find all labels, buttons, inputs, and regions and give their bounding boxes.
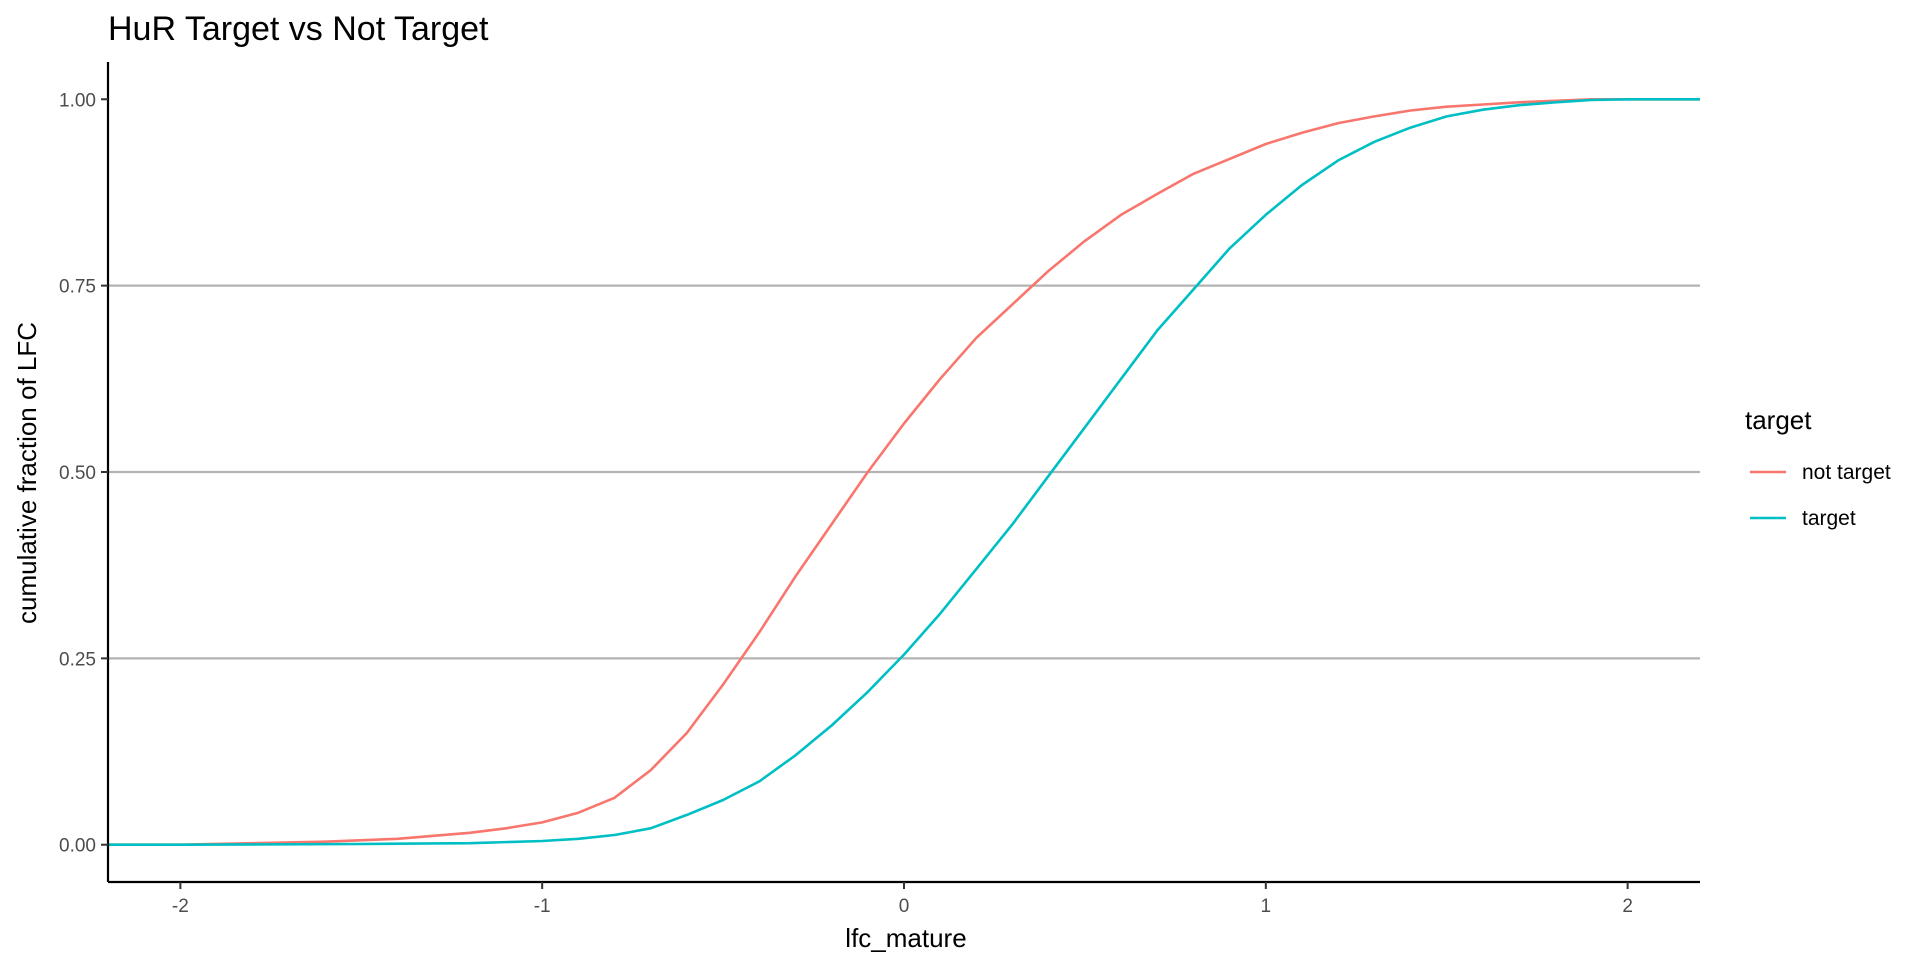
gridlines xyxy=(108,284,1700,660)
x-axis-title: lfc_mature xyxy=(845,923,966,953)
y-axis-ticks: 0.00 0.25 0.50 0.75 1.00 xyxy=(59,90,108,857)
y-tick-label: 0.75 xyxy=(59,277,96,298)
y-tick-label: 0.00 xyxy=(59,836,96,857)
x-tick-label: 0 xyxy=(899,896,910,917)
y-tick-label: 0.50 xyxy=(59,463,96,484)
x-axis-ticks: -2 -1 0 1 2 xyxy=(172,882,1633,917)
x-tick-label: 2 xyxy=(1622,896,1633,917)
x-tick-label: -2 xyxy=(172,896,189,917)
series-lines xyxy=(108,98,1700,846)
y-tick-label: 1.00 xyxy=(59,90,96,111)
x-tick-label: 1 xyxy=(1261,896,1272,917)
legend-label-0: not target xyxy=(1802,461,1891,484)
y-axis-title: cumulative fraction of LFC xyxy=(12,322,42,624)
series-line-1 xyxy=(108,98,1700,846)
legend-label-1: target xyxy=(1802,507,1856,530)
series-line-0 xyxy=(108,98,1700,846)
chart-title: HuR Target vs Not Target xyxy=(108,10,489,48)
y-tick-label: 0.25 xyxy=(59,649,96,670)
legend-title: target xyxy=(1745,405,1812,435)
x-tick-label: -1 xyxy=(534,896,551,917)
legend: target not target target xyxy=(1745,405,1891,530)
